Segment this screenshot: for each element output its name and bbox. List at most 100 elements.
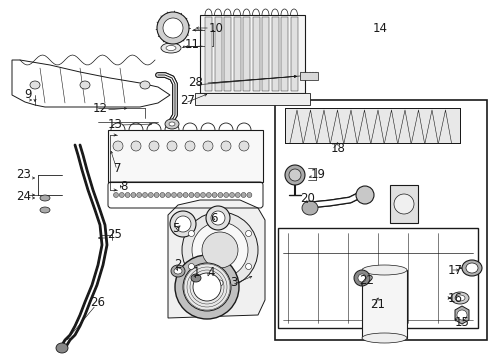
Text: 22: 22 bbox=[360, 274, 374, 287]
Bar bbox=[362, 270, 407, 338]
Ellipse shape bbox=[185, 141, 195, 151]
Ellipse shape bbox=[354, 270, 370, 286]
Text: 3: 3 bbox=[230, 276, 238, 289]
Text: 1: 1 bbox=[192, 266, 200, 279]
Ellipse shape bbox=[148, 193, 153, 198]
Ellipse shape bbox=[143, 193, 147, 198]
Ellipse shape bbox=[462, 260, 482, 276]
Bar bbox=[215, 17, 221, 91]
Bar bbox=[285, 108, 460, 143]
Ellipse shape bbox=[218, 193, 223, 198]
Bar bbox=[285, 108, 460, 143]
Ellipse shape bbox=[175, 255, 239, 319]
Ellipse shape bbox=[40, 207, 50, 213]
Text: 4: 4 bbox=[207, 266, 215, 279]
Bar bbox=[281, 17, 288, 91]
Ellipse shape bbox=[302, 201, 318, 215]
Text: 12: 12 bbox=[93, 102, 107, 114]
Bar bbox=[275, 100, 487, 340]
Polygon shape bbox=[12, 60, 170, 107]
Text: 24: 24 bbox=[17, 189, 31, 202]
Ellipse shape bbox=[172, 193, 176, 198]
Ellipse shape bbox=[189, 264, 195, 270]
Text: 25: 25 bbox=[108, 228, 122, 240]
Text: 18: 18 bbox=[331, 141, 345, 154]
Ellipse shape bbox=[189, 230, 195, 237]
Text: 26: 26 bbox=[91, 296, 105, 309]
Text: 6: 6 bbox=[210, 211, 218, 225]
Ellipse shape bbox=[30, 81, 40, 89]
Ellipse shape bbox=[183, 193, 188, 198]
Ellipse shape bbox=[119, 193, 124, 198]
Ellipse shape bbox=[189, 193, 194, 198]
Ellipse shape bbox=[154, 193, 159, 198]
Ellipse shape bbox=[362, 333, 407, 343]
Ellipse shape bbox=[113, 141, 123, 151]
Bar bbox=[252, 17, 260, 91]
Text: 2: 2 bbox=[174, 258, 182, 271]
Ellipse shape bbox=[137, 193, 142, 198]
Ellipse shape bbox=[165, 119, 179, 129]
Ellipse shape bbox=[203, 141, 213, 151]
Ellipse shape bbox=[241, 193, 246, 198]
Bar bbox=[195, 93, 310, 105]
Text: 13: 13 bbox=[108, 117, 122, 130]
Text: 27: 27 bbox=[180, 94, 196, 107]
Ellipse shape bbox=[394, 194, 414, 214]
Ellipse shape bbox=[169, 122, 175, 126]
Text: 17: 17 bbox=[447, 264, 463, 276]
Ellipse shape bbox=[174, 268, 182, 274]
Ellipse shape bbox=[171, 265, 185, 277]
Ellipse shape bbox=[161, 43, 181, 53]
Polygon shape bbox=[168, 200, 265, 318]
Text: 10: 10 bbox=[209, 22, 223, 35]
Ellipse shape bbox=[200, 193, 205, 198]
Ellipse shape bbox=[221, 141, 231, 151]
Ellipse shape bbox=[466, 263, 478, 273]
Text: 8: 8 bbox=[121, 180, 128, 194]
Ellipse shape bbox=[247, 193, 252, 198]
Ellipse shape bbox=[235, 193, 240, 198]
Ellipse shape bbox=[183, 263, 231, 311]
Text: 9: 9 bbox=[24, 89, 32, 102]
Ellipse shape bbox=[358, 274, 366, 282]
Text: 28: 28 bbox=[189, 77, 203, 90]
Text: 21: 21 bbox=[370, 298, 386, 311]
Text: 5: 5 bbox=[172, 221, 180, 234]
Ellipse shape bbox=[217, 280, 223, 286]
Ellipse shape bbox=[191, 274, 201, 282]
Ellipse shape bbox=[457, 310, 467, 320]
Ellipse shape bbox=[80, 81, 90, 89]
Ellipse shape bbox=[206, 206, 230, 230]
Ellipse shape bbox=[245, 230, 251, 237]
Bar bbox=[262, 17, 269, 91]
Bar bbox=[200, 15, 305, 93]
Ellipse shape bbox=[206, 193, 211, 198]
Ellipse shape bbox=[229, 193, 235, 198]
Bar bbox=[205, 17, 212, 91]
Bar bbox=[390, 185, 418, 223]
Text: 7: 7 bbox=[114, 162, 122, 175]
Text: 23: 23 bbox=[17, 168, 31, 181]
Bar bbox=[224, 17, 231, 91]
Bar bbox=[243, 17, 250, 91]
Ellipse shape bbox=[40, 195, 50, 201]
Ellipse shape bbox=[202, 232, 238, 268]
Ellipse shape bbox=[175, 216, 191, 232]
Text: 11: 11 bbox=[185, 39, 199, 51]
Ellipse shape bbox=[160, 193, 165, 198]
Ellipse shape bbox=[170, 211, 196, 237]
Ellipse shape bbox=[149, 141, 159, 151]
Bar bbox=[291, 17, 297, 91]
Bar bbox=[300, 72, 318, 80]
Ellipse shape bbox=[195, 193, 200, 198]
Ellipse shape bbox=[192, 222, 248, 278]
Bar bbox=[285, 108, 460, 143]
Ellipse shape bbox=[362, 265, 407, 275]
Ellipse shape bbox=[166, 193, 171, 198]
Text: 19: 19 bbox=[311, 168, 325, 181]
Ellipse shape bbox=[211, 211, 225, 225]
Bar bbox=[108, 130, 263, 182]
Bar bbox=[271, 17, 278, 91]
Bar bbox=[234, 17, 241, 91]
